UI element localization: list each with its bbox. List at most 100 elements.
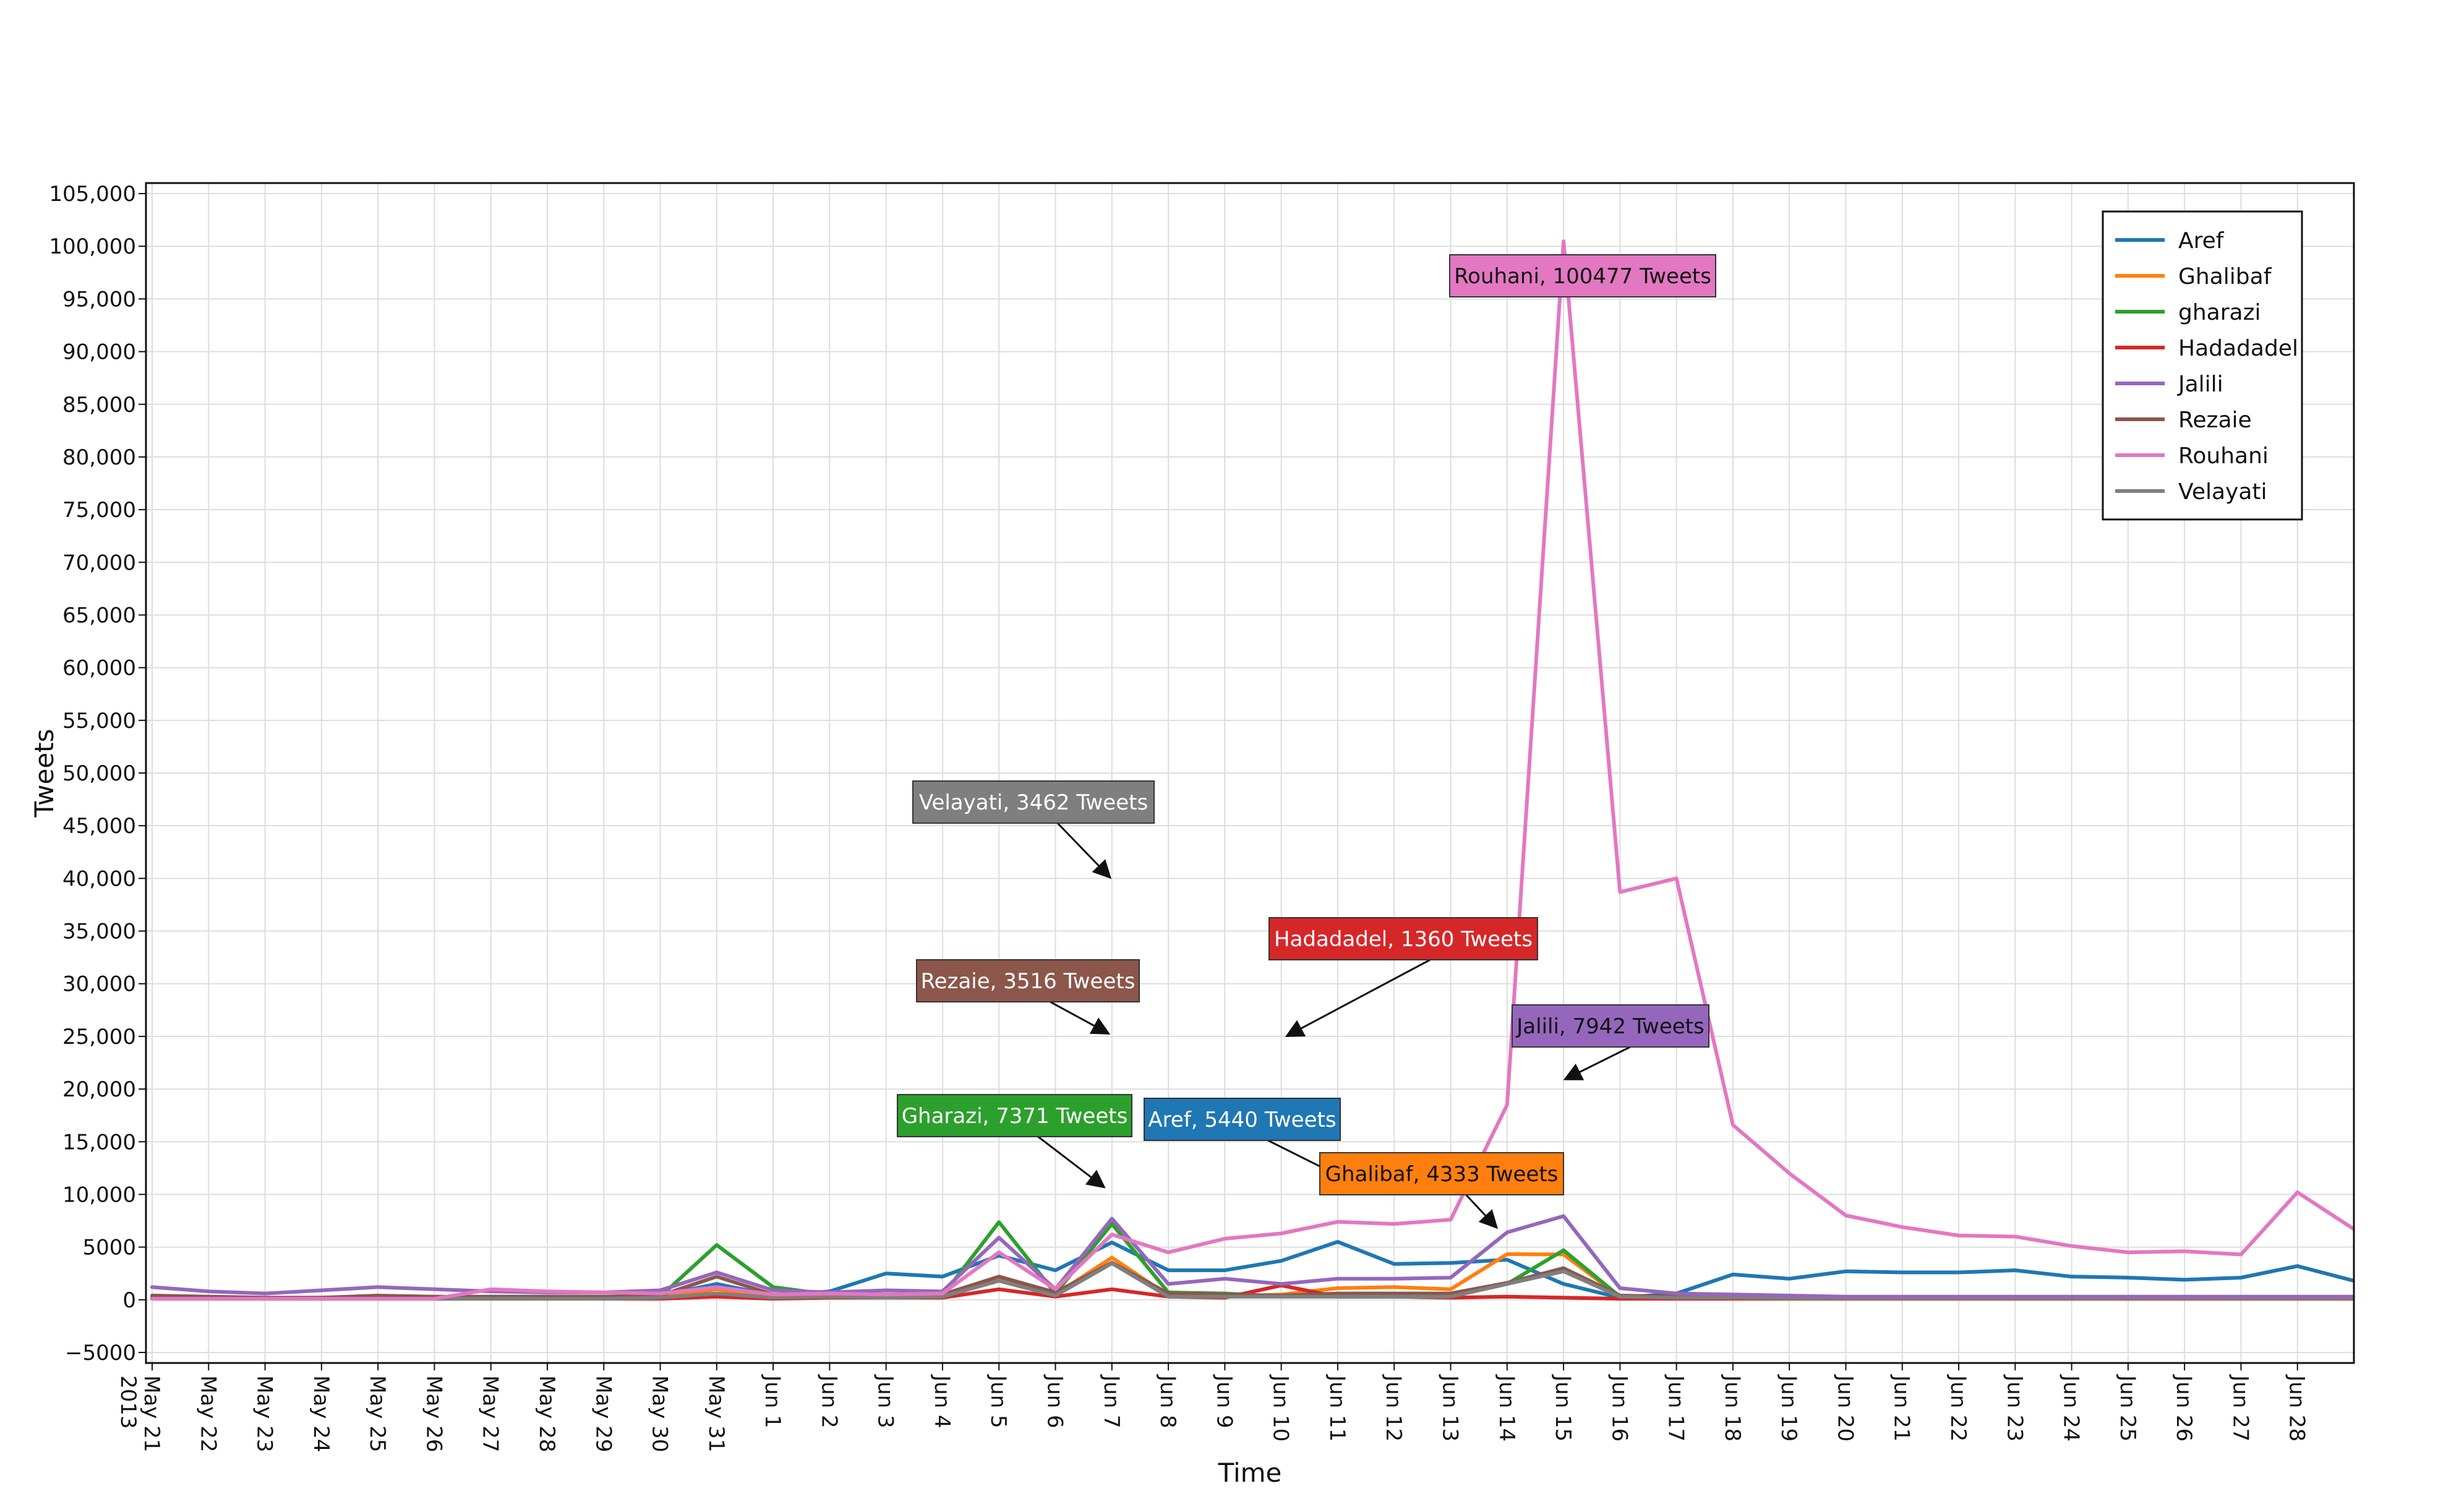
y-axis-title: Tweets <box>29 728 59 818</box>
y-tick-label: 105,000 <box>49 182 136 207</box>
y-tick-label: 20,000 <box>62 1077 136 1102</box>
x-tick-label: Jun 19 <box>1776 1374 1801 1442</box>
x-tick-label: May 21 <box>139 1375 164 1452</box>
y-tick-label: 10,000 <box>62 1182 136 1207</box>
y-tick-label: 5000 <box>82 1236 136 1260</box>
y-tick-label: 90,000 <box>62 340 136 365</box>
y-tick-label: 50,000 <box>62 761 136 786</box>
x-tick-label: Jun 15 <box>1551 1374 1575 1442</box>
legend-item-aref[interactable]: Aref <box>2115 228 2225 254</box>
annotation-box <box>912 780 1155 824</box>
annotations: Rouhani, 100477 Tweets Velayati, 3462 Twe… <box>897 254 1716 1229</box>
x-tick-label: Jun 25 <box>2115 1374 2140 1442</box>
y-tick-label: 100,000 <box>49 234 136 259</box>
annotation-label: Jalili, 7942 Tweets <box>1515 1014 1704 1039</box>
x-tick-label: Jun 23 <box>2002 1374 2027 1442</box>
annotation-rouhani: Rouhani, 100477 Tweets <box>1449 254 1716 297</box>
annotation-hadadadel: Hadadadel, 1360 Tweets <box>1268 917 1538 1037</box>
y-tick-label: −5000 <box>65 1341 136 1365</box>
y-tick-label: 65,000 <box>62 603 136 628</box>
annotation-label: Rezaie, 3516 Tweets <box>921 969 1136 994</box>
annotation-rezaie: Rezaie, 3516 Tweets <box>916 959 1140 1035</box>
y-tick-label: 55,000 <box>62 709 136 733</box>
x-tick-label: May 23 <box>252 1375 277 1452</box>
y-tick-label: 15,000 <box>62 1130 136 1155</box>
x-tick-label: Jun 1 <box>760 1374 785 1429</box>
annotation-ghalibaf: Ghalibaf, 4333 Tweets <box>1319 1152 1564 1229</box>
legend-item-hadadadel[interactable]: Hadadadel <box>2115 336 2298 361</box>
legend-label: Rouhani <box>2178 443 2269 469</box>
y-tick-label: 45,000 <box>62 814 136 839</box>
legend-item-ghalibaf[interactable]: Ghalibaf <box>2115 264 2272 289</box>
legend-label: Velayati <box>2178 479 2267 505</box>
legend-item-gharazi[interactable]: gharazi <box>2115 300 2261 325</box>
legend-label: Hadadadel <box>2178 336 2298 361</box>
x-tick-label: Jun 26 <box>2171 1374 2196 1442</box>
y-tick-label: 85,000 <box>62 393 136 417</box>
annotation-arrow <box>1465 1194 1499 1229</box>
x-tick-label: Jun 5 <box>986 1374 1011 1429</box>
x-tick-label: Jun 3 <box>873 1374 898 1429</box>
annotation-box <box>1319 1152 1564 1195</box>
x-tick-label: Jun 4 <box>930 1374 954 1429</box>
legend-item-rezaie[interactable]: Rezaie <box>2115 408 2252 433</box>
legend-label: Rezaie <box>2178 408 2252 433</box>
x-tick-label: Jun 16 <box>1607 1374 1632 1442</box>
legend-box <box>2102 210 2303 521</box>
x-tick-label: Jun 7 <box>1099 1374 1124 1429</box>
x-tick-label: Jun 9 <box>1212 1374 1236 1429</box>
x-tick-label: Jun 27 <box>2228 1374 2252 1442</box>
annotation-box <box>1144 1098 1341 1141</box>
x-tick-label: May 24 <box>309 1375 333 1452</box>
annotation-box <box>1512 1004 1709 1048</box>
legend-item-velayati[interactable]: Velayati <box>2115 479 2267 505</box>
x-tick-label: May 31 <box>704 1375 729 1452</box>
annotation-label: Ghalibaf, 4333 Tweets <box>1325 1162 1559 1187</box>
x-tick-label: May 29 <box>591 1375 615 1452</box>
x-tick-label: Jun 12 <box>1381 1374 1406 1442</box>
y-tick-label: 40,000 <box>62 866 136 891</box>
legend-label: Ghalibaf <box>2178 264 2272 289</box>
y-tick-label: 35,000 <box>62 920 136 944</box>
annotation-label: Gharazi, 7371 Tweets <box>902 1104 1128 1129</box>
annotation-label: Velayati, 3462 Tweets <box>919 790 1148 815</box>
x-tick-label: Jun 13 <box>1437 1374 1462 1442</box>
y-tick-label: 60,000 <box>62 656 136 681</box>
x-tick-label: Jun 17 <box>1664 1374 1688 1442</box>
x-tick-label: May 27 <box>478 1375 503 1452</box>
x-axis-ticks: May 21 May 22 May 23 May 24 May 25 May 26 May … <box>116 1363 2309 1452</box>
annotation-aref: Aref, 5440 Tweets <box>1144 1098 1343 1179</box>
annotation-arrow <box>1056 822 1112 879</box>
x-tick-year-label: 2013 <box>116 1375 140 1429</box>
x-tick-label: May 22 <box>195 1375 220 1452</box>
annotation-label: Aref, 5440 Tweets <box>1148 1108 1336 1132</box>
annotation-arrow <box>1285 959 1431 1037</box>
x-tick-label: Jun 22 <box>1946 1374 1970 1442</box>
y-tick-label: 0 <box>122 1288 136 1313</box>
annotation-gharazi: Gharazi, 7371 Tweets <box>897 1094 1132 1189</box>
annotation-label: Rouhani, 100477 Tweets <box>1454 264 1711 289</box>
x-tick-label: Jun 10 <box>1268 1374 1293 1442</box>
series-line-rouhani <box>150 239 2354 1301</box>
x-tick-label: Jun 11 <box>1325 1374 1350 1442</box>
y-tick-label: 95,000 <box>62 287 136 312</box>
legend-item-jalili[interactable]: Jalili <box>2115 372 2223 397</box>
y-tick-label: 70,000 <box>62 550 136 575</box>
legend-label: gharazi <box>2178 300 2261 325</box>
legend-item-rouhani[interactable]: Rouhani <box>2115 443 2269 469</box>
annotation-arrow <box>1050 1001 1111 1035</box>
x-tick-label: Jun 24 <box>2059 1374 2084 1442</box>
legend[interactable]: Aref Ghalibaf gharazi Hadadadel Jalili Rezaie… <box>2102 210 2303 521</box>
x-tick-label: Jun 21 <box>1889 1374 1914 1442</box>
x-tick-label: Jun 2 <box>816 1374 841 1429</box>
x-tick-label: Jun 6 <box>1043 1374 1067 1429</box>
annotation-box <box>916 959 1140 1002</box>
annotation-box <box>897 1094 1132 1137</box>
annotation-arrow <box>1563 1046 1631 1080</box>
annotation-box <box>1449 254 1716 297</box>
y-tick-label: 30,000 <box>62 972 136 997</box>
x-tick-label: Jun 20 <box>1833 1374 1857 1442</box>
series-lines <box>150 239 2354 1301</box>
